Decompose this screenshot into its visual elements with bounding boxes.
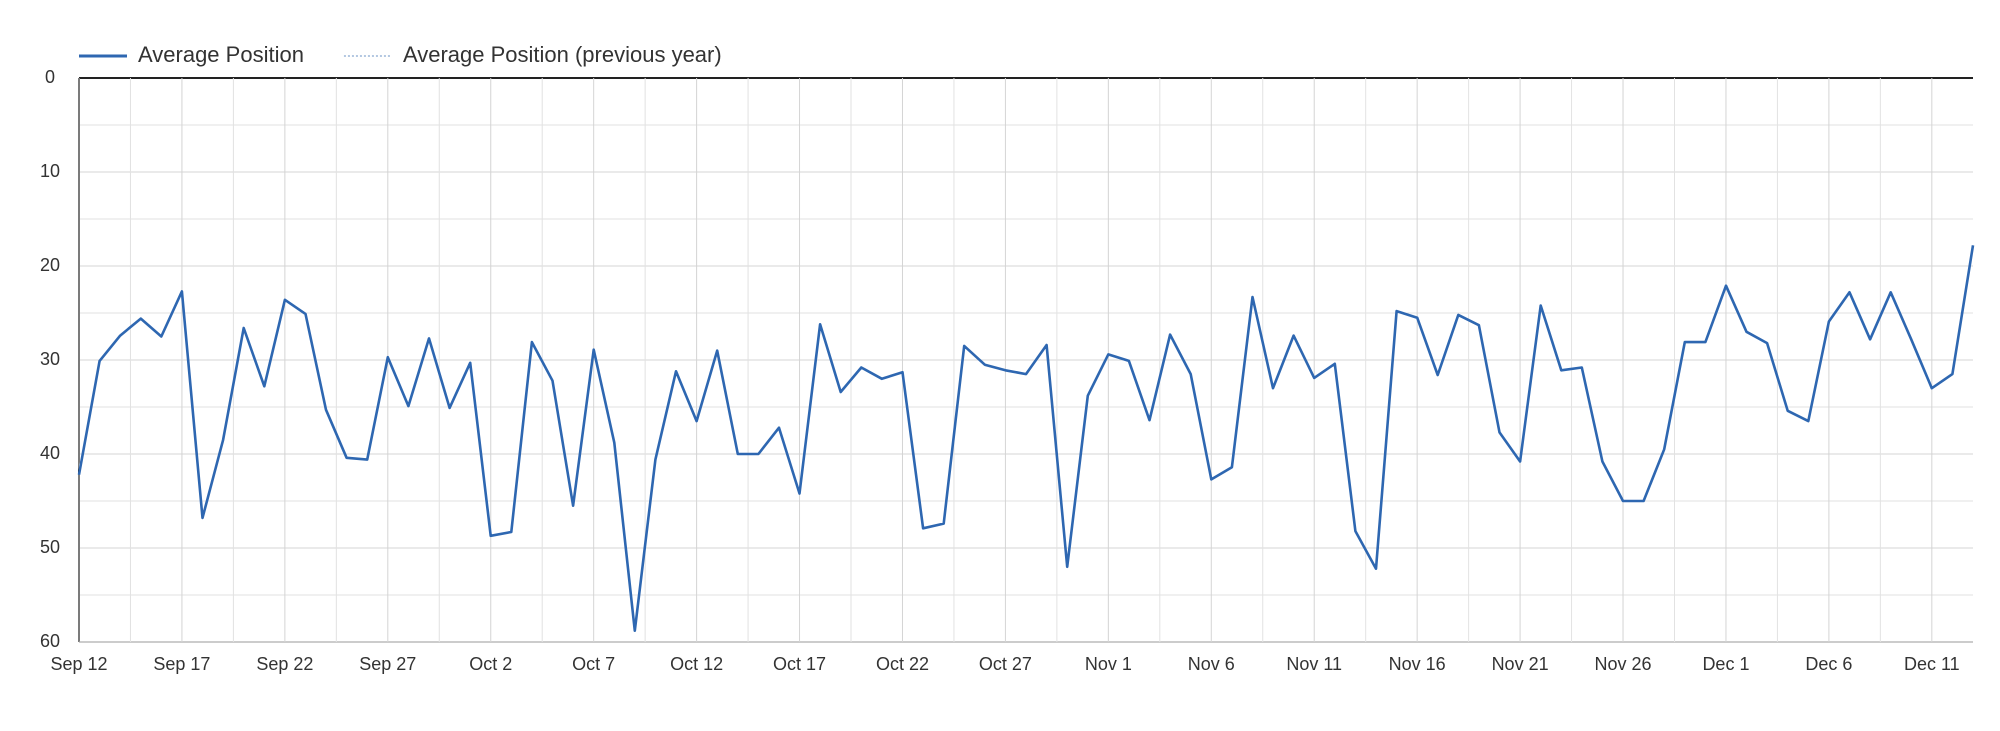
x-tick-label: Dec 11 [1904,654,1960,674]
y-tick-label: 0 [45,67,55,87]
y-tick-label: 10 [40,161,60,181]
y-tick-label: 40 [40,443,60,463]
x-tick-label: Oct 2 [469,654,512,674]
x-tick-label: Dec 6 [1805,654,1852,674]
y-tick-label: 30 [40,349,60,369]
legend-label: Average Position [138,42,304,67]
y-tick-label: 20 [40,255,60,275]
legend-label: Average Position (previous year) [403,42,722,67]
x-tick-label: Nov 1 [1085,654,1132,674]
x-tick-label: Oct 12 [670,654,723,674]
x-tick-label: Oct 17 [773,654,826,674]
x-tick-label: Nov 16 [1389,654,1446,674]
x-tick-label: Dec 1 [1702,654,1749,674]
x-tick-label: Nov 26 [1594,654,1651,674]
x-tick-label: Sep 17 [153,654,210,674]
x-tick-label: Nov 11 [1286,654,1342,674]
x-tick-label: Nov 6 [1188,654,1235,674]
y-tick-label: 60 [40,631,60,651]
legend: Average Position Average Position (previo… [79,42,722,67]
x-tick-label: Sep 27 [359,654,416,674]
x-tick-label: Sep 12 [50,654,107,674]
series-line [77,245,1975,632]
x-tick-label: Oct 22 [876,654,929,674]
x-tick-label: Sep 22 [256,654,313,674]
y-tick-label: 50 [40,537,60,557]
x-tick-label: Nov 21 [1492,654,1549,674]
x-tick-label: Oct 27 [979,654,1032,674]
x-tick-label: Oct 7 [572,654,615,674]
